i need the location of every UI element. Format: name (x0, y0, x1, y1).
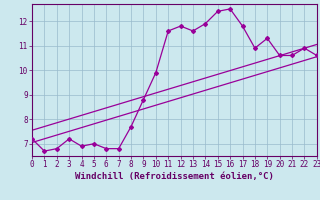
X-axis label: Windchill (Refroidissement éolien,°C): Windchill (Refroidissement éolien,°C) (75, 172, 274, 181)
